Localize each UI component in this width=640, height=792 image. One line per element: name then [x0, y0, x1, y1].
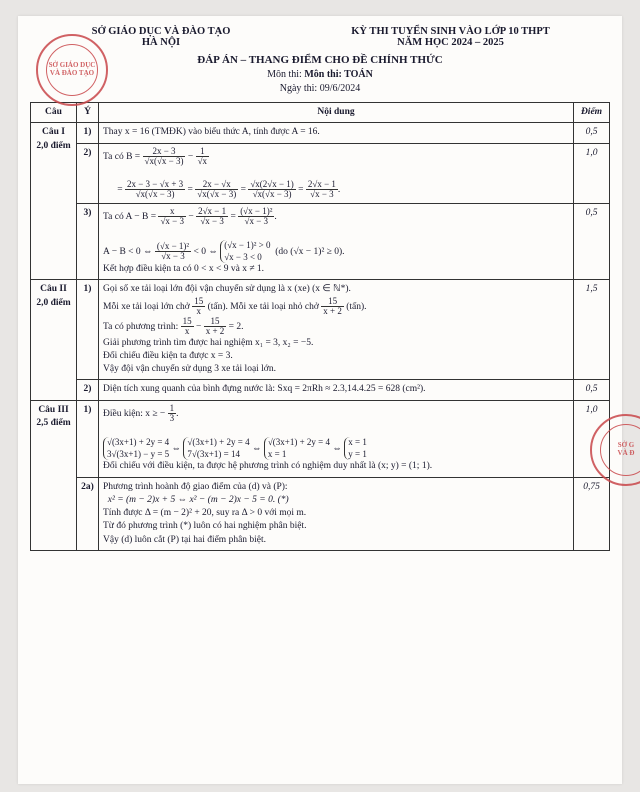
c3r1-y: 1)	[77, 400, 99, 477]
frac-icon: 13	[168, 404, 177, 424]
frac-icon: (√x − 1)²√x − 3	[238, 207, 274, 227]
system-icon: √(3x+1) + 2y = 43√(3x+1) − y = 5	[103, 437, 169, 460]
stamp-text2: VÀ ĐÀO TẠO	[50, 70, 94, 78]
c3r1-l1: Điều kiện: x ≥ −	[103, 409, 165, 419]
table-row: 3) Ta có A − B = x√x − 3 − 2√x − 1√x − 3…	[31, 203, 610, 280]
stamp-top-left: SỞ GIÁO DỤC VÀ ĐÀO TẠO	[36, 34, 108, 106]
c3r2-content: Phương trình hoành độ giao điểm của (d) …	[99, 477, 574, 550]
c1r2-l1: Ta có B =	[103, 152, 140, 162]
c1r3-l4: Kết hợp điều kiện ta có 0 < x < 9 và x ≠…	[103, 264, 264, 274]
table-row: 2a) Phương trình hoành độ giao điểm của …	[31, 477, 610, 550]
cau-1-label: Câu I2,0 điểm	[31, 123, 77, 280]
answer-table: Câu Ý Nội dung Điểm Câu I2,0 điểm 1) Tha…	[30, 102, 610, 551]
frac-icon: 2x − √x√x(√x − 3)	[195, 180, 238, 200]
system-icon: √(3x+1) + 2y = 4x = 1	[264, 437, 330, 460]
system-icon: (√x − 1)² > 0√x − 3 < 0	[220, 240, 270, 263]
c2r1-l6: Vậy đội vận chuyển sử dụng 3 xe tải loại…	[103, 364, 276, 374]
c3r2-l3: Tính được Δ = (m − 2)² + 20, suy ra Δ > …	[103, 508, 306, 518]
frac-icon: 2√x − 1√x − 3	[196, 207, 228, 227]
date-line: Ngày thi: 09/6/2024	[30, 83, 610, 94]
c1r1-y: 1)	[77, 123, 99, 143]
c2r1-l2c: (tấn).	[346, 302, 366, 312]
c1r3-content: Ta có A − B = x√x − 3 − 2√x − 1√x − 3 = …	[99, 203, 574, 280]
c3r2-l4: Từ đó phương trình (*) luôn có hai nghiệ…	[103, 521, 306, 531]
exam-year: NĂM HỌC 2024 – 2025	[291, 37, 610, 48]
cau-3-label: Câu III2,5 điểm	[31, 400, 77, 550]
frac-icon: 15x	[192, 297, 205, 317]
stamp-inner: SỞ GIÁO DỤC VÀ ĐÀO TẠO	[46, 44, 98, 96]
c2r1-l3: Ta có phương trình:	[103, 322, 178, 332]
c2r2-diem: 0,5	[574, 380, 610, 400]
c3r1-l3: Đối chiếu với điều kiện, ta được hệ phươ…	[103, 461, 432, 471]
table-row: 2) Diện tích xung quanh của bình đựng nư…	[31, 380, 610, 400]
frac-icon: 15x + 2	[204, 317, 227, 337]
c3r1-arrow3: ⇔	[332, 444, 342, 454]
table-row: Câu II2,0 điểm 1) Gọi số xe tải loại lớn…	[31, 280, 610, 380]
c2r1-y: 1)	[77, 280, 99, 380]
c1r3-l1: Ta có A − B =	[103, 212, 156, 222]
frac-icon: 2x − 3 − √x + 3√x(√x − 3)	[125, 180, 185, 200]
frac-icon: √x(2√x − 1)√x(√x − 3)	[248, 180, 295, 200]
c3r1-content: Điều kiện: x ≥ − 13. √(3x+1) + 2y = 43√(…	[99, 400, 574, 477]
c2r2-content: Diện tích xung quanh của bình đựng nước …	[99, 380, 574, 400]
c3r2-l2: x² = (m − 2)x + 5 ⇔ x² − (m − 2)x − 5 = …	[108, 495, 289, 505]
c1r3-y: 3)	[77, 203, 99, 280]
c1r3-diem: 0,5	[574, 203, 610, 280]
c1r2-l2: =	[117, 185, 122, 195]
col-diem: Điểm	[574, 103, 610, 123]
c3r2-y: 2a)	[77, 477, 99, 550]
frac-icon: (√x − 1)²√x − 3	[155, 242, 191, 262]
frac-icon: x√x − 3	[158, 207, 186, 227]
c1r1-content: Thay x = 16 (TMĐK) vào biểu thức A, tính…	[99, 123, 574, 143]
c1r2-diem: 1,0	[574, 143, 610, 203]
c2r1-content: Gọi số xe tải loại lớn đội vận chuyển sử…	[99, 280, 574, 380]
stamp-r2: VÀ Đ	[618, 450, 635, 458]
c1r3-l3: (do (√x − 1)² ≥ 0).	[275, 247, 344, 257]
frac-icon: 2x − 3√x(√x − 3)	[143, 147, 186, 167]
table-header-row: Câu Ý Nội dung Điểm	[31, 103, 610, 123]
subject-line: Môn thi: Môn thi: TOÁN	[30, 69, 610, 80]
c1r2-content: Ta có B = 2x − 3√x(√x − 3) − 1√x = 2x − …	[99, 143, 574, 203]
c2r1-l1: Gọi số xe tải loại lớn đội vận chuyển sử…	[103, 284, 351, 294]
frac-icon: 15x + 2	[321, 297, 344, 317]
c2r1-l5: Đối chiếu điều kiện ta được x = 3.	[103, 351, 233, 361]
subject: Môn thi: TOÁN	[304, 69, 373, 80]
system-icon: x = 1y = 1	[344, 437, 367, 460]
cau-2-label: Câu II2,0 điểm	[31, 280, 77, 400]
frac-icon: 1√x	[196, 147, 209, 167]
frac-icon: 15x	[181, 317, 194, 337]
c1r2-y: 2)	[77, 143, 99, 203]
col-y: Ý	[77, 103, 99, 123]
exam-title: KỲ THI TUYỂN SINH VÀO LỚP 10 THPT	[291, 26, 610, 37]
table-row: Câu I2,0 điểm 1) Thay x = 16 (TMĐK) vào …	[31, 123, 610, 143]
c3r2-l5: Vậy (d) luôn cắt (P) tại hai điểm phân b…	[103, 535, 266, 545]
c2r2-y: 2)	[77, 380, 99, 400]
header-right: KỲ THI TUYỂN SINH VÀO LỚP 10 THPT NĂM HỌ…	[291, 26, 610, 48]
c1r1-diem: 0,5	[574, 123, 610, 143]
c1r3-l2: A − B < 0 ⇔	[103, 247, 153, 257]
system-icon: √(3x+1) + 2y = 47√(3x+1) = 14	[183, 437, 249, 460]
table-row: 2) Ta có B = 2x − 3√x(√x − 3) − 1√x = 2x…	[31, 143, 610, 203]
c3r1-arrow1: ⇔	[172, 444, 182, 454]
c3r2-l1: Phương trình hoành độ giao điểm của (d) …	[103, 482, 288, 492]
c2r1-diem: 1,5	[574, 280, 610, 380]
doc-title: ĐÁP ÁN – THANG ĐIỂM CHO ĐỀ CHÍNH THỨC	[30, 54, 610, 66]
stamp-inner2: SỞ G VÀ Đ	[600, 424, 640, 476]
org-line1: SỞ GIÁO DỤC VÀ ĐÀO TẠO	[60, 26, 262, 37]
c3r2-diem: 0,75	[574, 477, 610, 550]
col-noidung: Nội dung	[99, 103, 574, 123]
c3r1-arrow2: ⇔	[252, 444, 262, 454]
c2r1-l2b: (tấn). Mỗi xe tải loại nhỏ chở	[208, 302, 319, 312]
table-row: Câu III2,5 điểm 1) Điều kiện: x ≥ − 13. …	[31, 400, 610, 477]
frac-icon: 2√x − 1√x − 3	[306, 180, 338, 200]
header-row: SỞ GIÁO DỤC VÀ ĐÀO TẠO HÀ NỘI KỲ THI TUY…	[30, 26, 610, 48]
c2r1-l2a: Mỗi xe tải loại lớn chở	[103, 302, 190, 312]
c2r1-l4: Giải phương trình tìm được hai nghiệm x₁…	[103, 338, 313, 348]
page: SỞ GIÁO DỤC VÀ ĐÀO TẠO SỞ G VÀ Đ SỞ GIÁO…	[18, 16, 622, 784]
